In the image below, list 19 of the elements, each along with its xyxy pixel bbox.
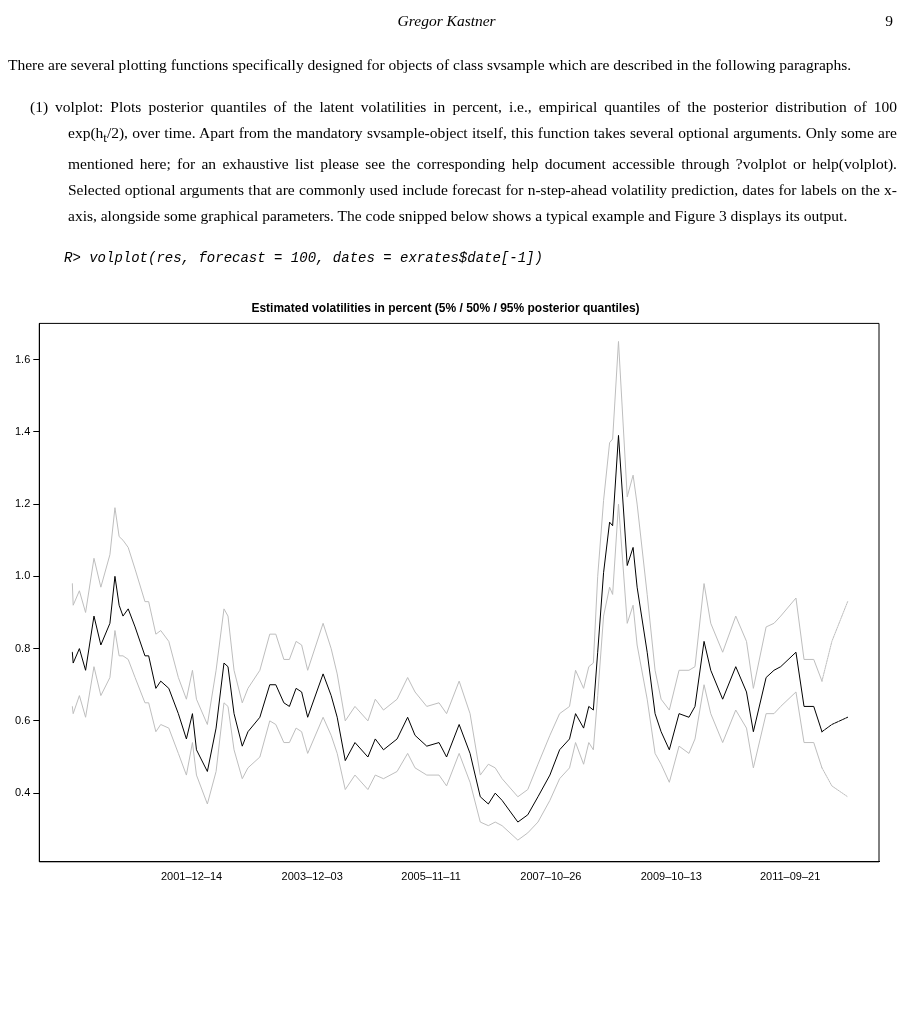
x-tick-label: 2011–09–21 [759,870,821,883]
y-tick-label: 1.4 [14,424,31,437]
x-tick-label: 2001–12–14 [161,870,223,883]
text: Gregor Kastner [396,11,497,31]
y-tick-label: 1.2 [14,497,31,510]
y-tick-label: 1.0 [14,569,31,582]
text: There are several plotting functions specifically designed for objects of class svsample which are described in the following paragraphs. [8,55,853,75]
x-tick-label: 2009–10–13 [640,870,702,883]
chart-title: Estimated volatilities in percent (5% / 50% / 95% posterior quantiles) [251,300,640,315]
x-tick-label: 2003–12–03 [281,870,343,883]
x-tick-label: 2007–10–26 [520,870,582,883]
text: (1) volplot: Plots posterior quantiles of the latent volatilities in percent, i.e., empirical quantiles of the posterior distribution of 100 exp(h$_{t}$/2), over time. Apart from the mandatory svsample-object itself, this function takes several optional arguments. Only some are mentioned here; for an exhaustive list please see the corresponding help document accessible through ?volplot or help(volplot). Selected optional arguments that are commonly used include forecast for n-step-ahead volatility prediction, dates for labels on the x-axis, alongside some graphical parameters. The code snipped below shows a typical example and Figure 3 displays its output. [30,97,897,227]
text: 9 [885,11,893,31]
y-tick-label: 0.6 [14,714,31,726]
y-tick-label: 0.8 [14,641,31,654]
text: R> volplot(res, forecast = 100, dates = exrates$date[-1]) [64,249,544,269]
y-tick-label: 1.6 [14,352,31,365]
y-tick-label: 0.4 [14,786,31,799]
x-tick-label: 2005–11–11 [401,870,461,883]
